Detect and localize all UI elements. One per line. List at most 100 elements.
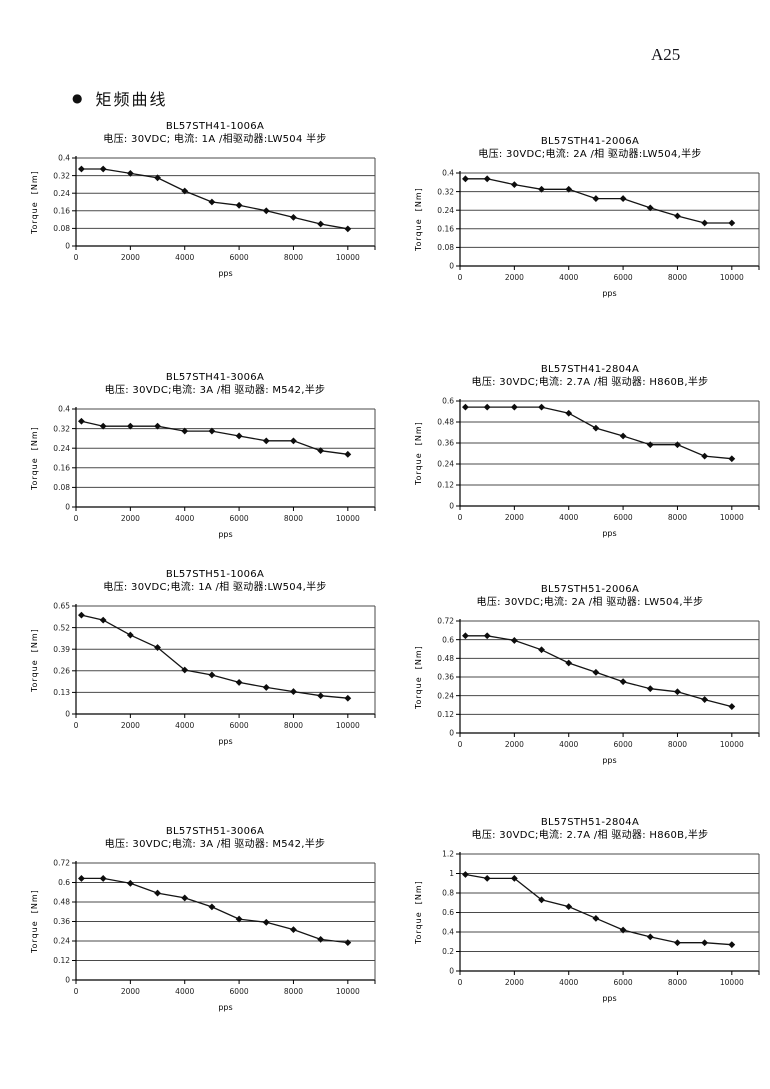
chart-title: BL57STH41-3006A (165, 372, 265, 383)
chart-title: BL57STH41-2006A (540, 136, 640, 147)
data-point-marker (728, 219, 736, 227)
y-tick-label: 0.6 (442, 635, 454, 644)
data-point-marker (262, 437, 270, 445)
data-point-marker (290, 926, 297, 934)
y-tick-label: 0.13 (53, 688, 70, 697)
y-axis-label: Torque [Nm] (414, 880, 423, 945)
data-point-marker (510, 403, 518, 411)
series-line (81, 420, 348, 455)
x-tick-label: 4000 (559, 273, 578, 282)
x-tick-label: 8000 (284, 721, 303, 730)
data-point-marker (565, 903, 573, 911)
x-tick-label: 0 (74, 987, 79, 996)
y-tick-label: 0 (65, 242, 70, 251)
x-tick-label: 10000 (336, 514, 360, 523)
data-point-marker (619, 926, 627, 934)
data-point-marker (262, 684, 270, 691)
data-point-marker (154, 422, 161, 430)
x-tick-label: 4000 (175, 514, 194, 523)
data-point-marker (510, 637, 518, 644)
x-tick-label: 2000 (505, 740, 524, 749)
x-axis-title: pps (218, 1003, 232, 1012)
series-line (465, 178, 732, 224)
chart-subtitle: 电压: 30VDC; 电流: 1A /相驱动器:LW504 半步 (103, 134, 327, 145)
y-tick-label: 0 (449, 502, 454, 511)
data-point-marker (592, 668, 600, 676)
plot-area: Torque [Nm] 0 0.13 0.26 0.39 0.52 0.65 0 2000 40… (26, 601, 404, 750)
chart-subtitle: 电压: 30VDC;电流: 2.7A /相 驱动器: H860B,半步 (471, 830, 709, 841)
plot-area: Torque [Nm] 0 0.12 0.24 0.36 0.48 0.6 0.72 0 200… (26, 858, 404, 1016)
data-point-marker (154, 644, 161, 651)
series-line (81, 168, 348, 230)
data-point-marker (462, 632, 469, 640)
x-axis-title: pps (602, 289, 616, 298)
chart-subtitle: 电压: 30VDC;电流: 1A /相 驱动器:LW504,半步 (103, 582, 327, 593)
y-tick-label: 0 (65, 976, 70, 985)
data-point-marker (317, 935, 325, 943)
y-tick-label: 0.12 (437, 481, 454, 490)
x-tick-label: 6000 (230, 514, 249, 523)
x-tick-label: 10000 (336, 253, 360, 262)
section-heading: ● 矩频曲线 (72, 86, 168, 110)
data-point-marker (565, 185, 573, 193)
data-point-marker (674, 441, 681, 449)
y-tick-label: 0.24 (437, 206, 454, 215)
y-tick-label: 0.32 (437, 187, 454, 196)
data-point-marker (619, 432, 627, 440)
y-tick-label: 0.24 (437, 460, 454, 469)
y-tick-label: 0.12 (53, 956, 70, 965)
chart-title: BL57STH41-2804A (540, 364, 640, 375)
data-point-marker (510, 874, 518, 882)
data-point-marker (235, 915, 243, 923)
data-point-marker (262, 918, 270, 926)
y-tick-label: 0.16 (53, 207, 70, 216)
data-point-marker (262, 207, 270, 215)
data-point-marker (208, 903, 216, 911)
data-point-marker (646, 441, 654, 449)
data-point-marker (646, 685, 654, 693)
data-point-marker (483, 632, 491, 640)
x-axis-title: pps (218, 737, 232, 746)
data-point-marker (728, 455, 736, 463)
data-point-marker (728, 941, 736, 949)
data-point-marker (154, 174, 161, 182)
x-tick-label: 6000 (614, 273, 633, 282)
data-point-marker (565, 659, 573, 667)
x-tick-label: 6000 (230, 253, 249, 262)
data-point-marker (538, 896, 545, 904)
x-tick-label: 2000 (121, 514, 140, 523)
plot-area: Torque [Nm] 0 0.08 0.16 0.24 0.32 0.4 0 2000 400… (26, 153, 404, 282)
x-tick-label: 2000 (505, 513, 524, 522)
torque-curve-plot: 0 0.12 0.24 0.36 0.48 0.6 0.72 0 2000 4000 6000 800… (53, 859, 376, 1012)
y-tick-label: 0.65 (53, 602, 70, 611)
data-point-marker (78, 165, 85, 173)
y-tick-label: 0.16 (437, 225, 454, 234)
chart-title: BL57STH51-1006A (165, 569, 265, 580)
y-tick-label: 0.48 (53, 898, 70, 907)
chart-cell-bl57sth41-2006a: BL57STH41-2006A 电压: 30VDC;电流: 2A /相 驱动器:… (410, 135, 770, 302)
y-tick-label: 0.4 (442, 169, 454, 178)
data-point-marker (646, 933, 654, 941)
x-tick-label: 0 (74, 721, 79, 730)
chart-subtitle: 电压: 30VDC;电流: 3A /相 驱动器: M542,半步 (104, 839, 326, 850)
torque-curve-plot: 0 0.12 0.24 0.36 0.48 0.6 0 2000 4000 6000 8000 100… (437, 397, 760, 538)
chart-title: BL57STH41-1006A (165, 121, 265, 132)
data-point-marker (99, 422, 107, 430)
data-point-marker (344, 450, 352, 458)
data-point-marker (181, 427, 189, 435)
x-axis-title: pps (218, 530, 232, 539)
data-point-marker (592, 195, 600, 202)
torque-curve-plot: 0 0.12 0.24 0.36 0.48 0.6 0.72 0 2000 4000 6000 800… (437, 617, 760, 765)
series-line (465, 406, 732, 460)
data-point-marker (701, 452, 709, 460)
torque-curve-plot: 0 0.08 0.16 0.24 0.32 0.4 0 2000 4000 6000 8000 100… (53, 154, 376, 278)
x-tick-label: 8000 (284, 253, 303, 262)
chart-title: BL57STH51-2804A (540, 817, 640, 828)
data-point-marker (462, 871, 469, 878)
y-tick-label: 0.39 (53, 645, 70, 654)
torque-curve-plot: 0 0.13 0.26 0.39 0.52 0.65 0 2000 4000 6000 8000 10… (53, 602, 376, 746)
y-tick-label: 0.4 (442, 928, 454, 937)
plot-area: Torque [Nm] 0 0.08 0.16 0.24 0.32 0.4 0 2000 400… (26, 404, 404, 543)
data-point-marker (592, 424, 600, 432)
